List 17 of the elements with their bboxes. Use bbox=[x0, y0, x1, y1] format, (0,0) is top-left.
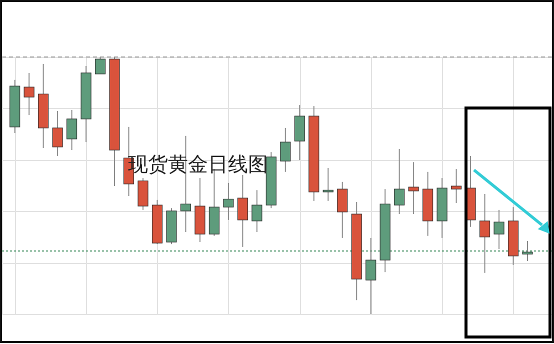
candlestick bbox=[280, 127, 291, 172]
candlestick bbox=[450, 168, 462, 204]
candlestick bbox=[408, 162, 419, 215]
candlestick bbox=[237, 174, 248, 248]
candlestick bbox=[94, 56, 106, 74]
candlestick bbox=[494, 209, 504, 250]
candlestick bbox=[337, 181, 348, 238]
candlestick bbox=[479, 193, 490, 274]
candlestick bbox=[394, 148, 405, 215]
candlestick bbox=[52, 110, 63, 156]
candlestick bbox=[223, 182, 234, 220]
candlestick bbox=[322, 168, 334, 202]
candlestick bbox=[522, 240, 533, 262]
candlestick bbox=[66, 109, 78, 151]
candlestick bbox=[24, 72, 34, 116]
candlestick bbox=[366, 237, 376, 314]
candlestick bbox=[252, 190, 262, 233]
